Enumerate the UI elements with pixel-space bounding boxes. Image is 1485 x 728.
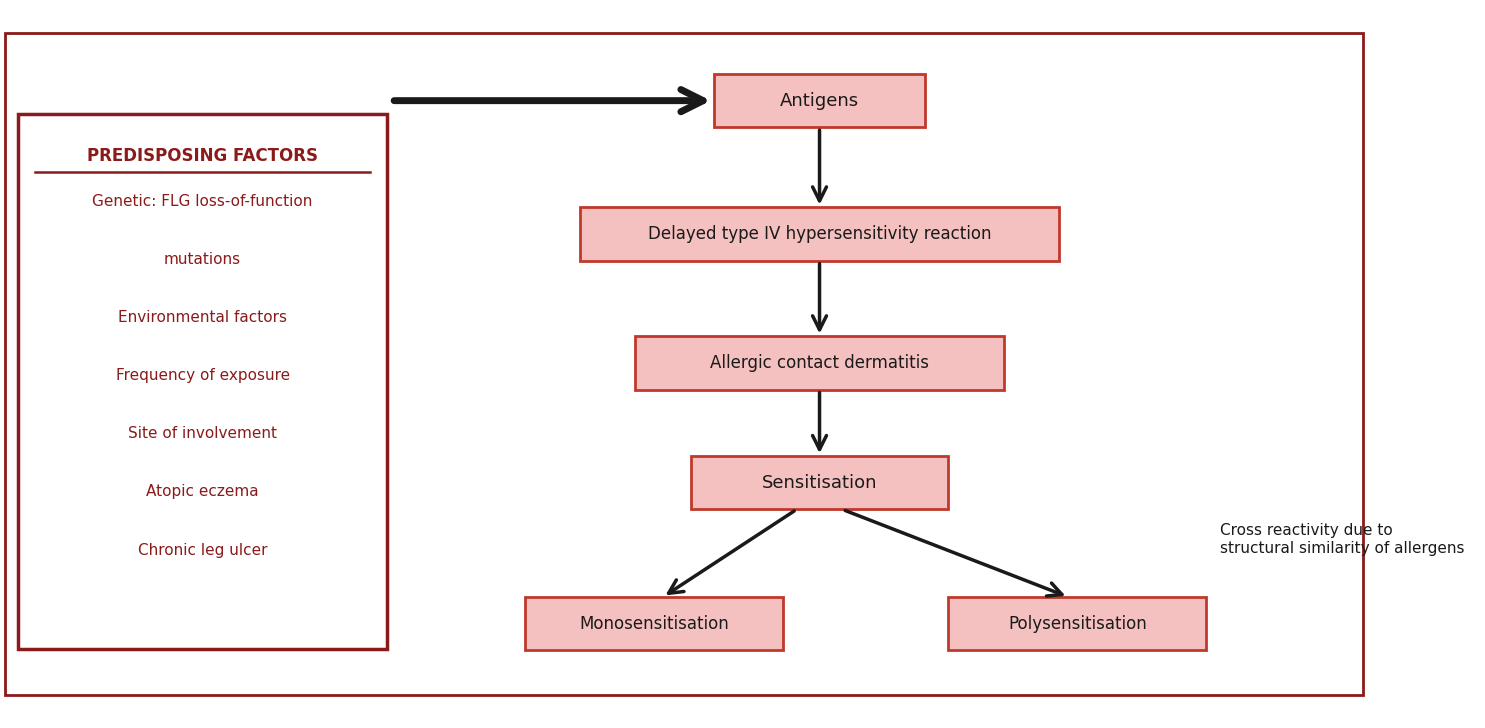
Text: mutations: mutations bbox=[163, 253, 241, 267]
FancyBboxPatch shape bbox=[691, 456, 949, 510]
Text: Site of involvement: Site of involvement bbox=[128, 427, 278, 441]
Text: Cross reactivity due to
structural similarity of allergens: Cross reactivity due to structural simil… bbox=[1221, 523, 1464, 555]
FancyBboxPatch shape bbox=[581, 207, 1059, 261]
FancyBboxPatch shape bbox=[636, 336, 1004, 389]
Text: Delayed type IV hypersensitivity reaction: Delayed type IV hypersensitivity reactio… bbox=[647, 225, 992, 243]
Text: Environmental factors: Environmental factors bbox=[119, 310, 287, 325]
Text: Monosensitisation: Monosensitisation bbox=[579, 614, 729, 633]
Text: Allergic contact dermatitis: Allergic contact dermatitis bbox=[710, 354, 930, 372]
Text: Genetic: FLG loss-of-function: Genetic: FLG loss-of-function bbox=[92, 194, 313, 210]
Text: Frequency of exposure: Frequency of exposure bbox=[116, 368, 290, 384]
Text: Atopic eczema: Atopic eczema bbox=[146, 485, 258, 499]
Text: Antigens: Antigens bbox=[780, 92, 860, 110]
Text: Chronic leg ulcer: Chronic leg ulcer bbox=[138, 542, 267, 558]
FancyBboxPatch shape bbox=[714, 74, 925, 127]
FancyBboxPatch shape bbox=[949, 597, 1206, 650]
FancyBboxPatch shape bbox=[524, 597, 783, 650]
Text: Polysensitisation: Polysensitisation bbox=[1008, 614, 1146, 633]
Text: PREDISPOSING FACTORS: PREDISPOSING FACTORS bbox=[88, 147, 318, 165]
Text: Sensitisation: Sensitisation bbox=[762, 474, 878, 492]
FancyBboxPatch shape bbox=[18, 114, 386, 649]
FancyBboxPatch shape bbox=[4, 33, 1363, 695]
